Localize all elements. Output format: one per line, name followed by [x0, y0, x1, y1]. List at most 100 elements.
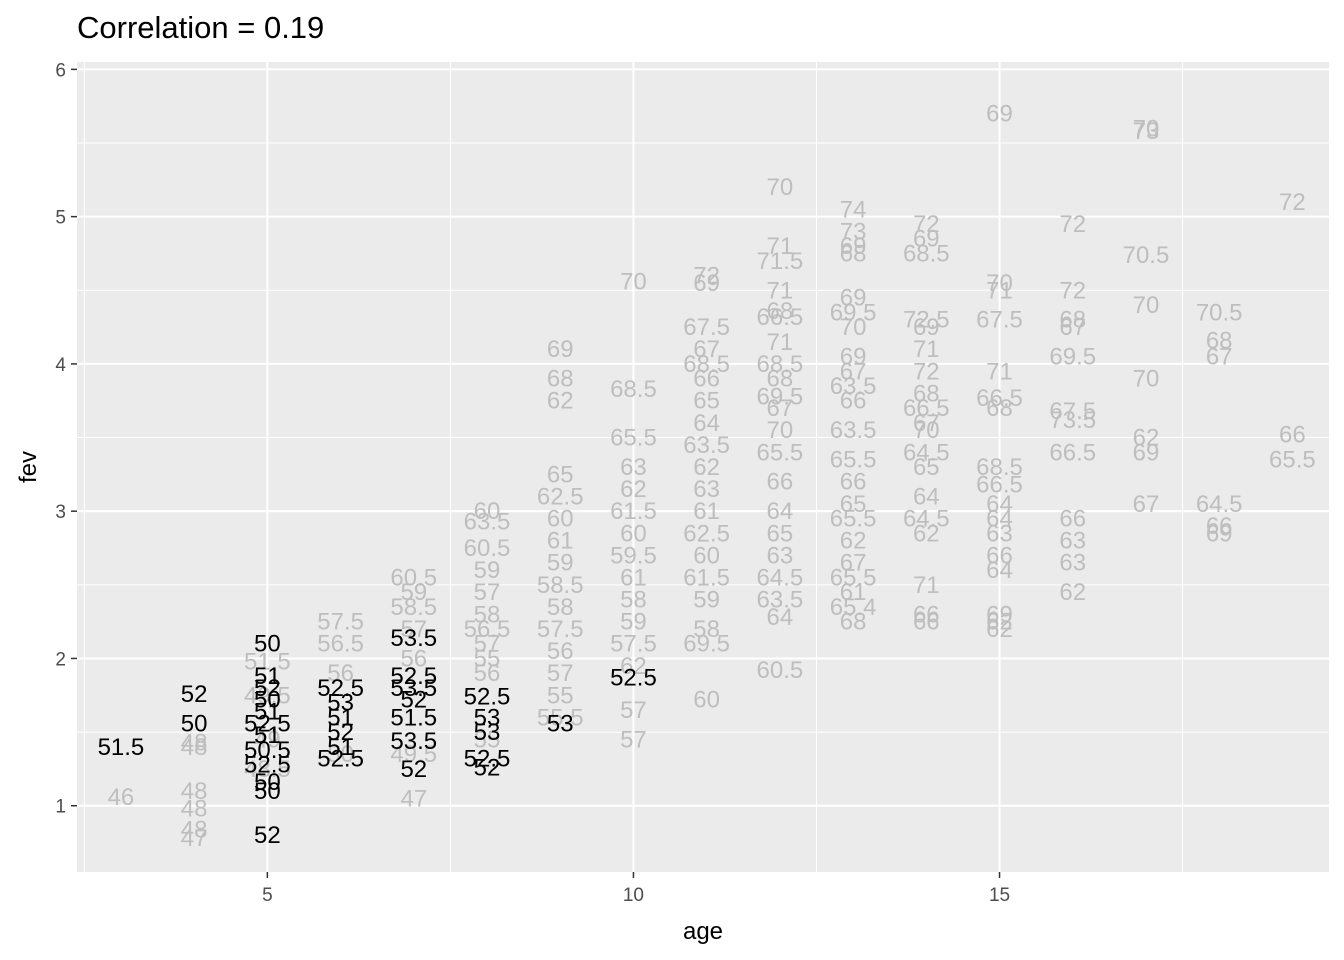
- highlighted-point-label: 52.5: [610, 665, 657, 692]
- data-point-label: 69: [913, 314, 940, 341]
- data-point-label: 64.5: [903, 506, 950, 533]
- data-point-label: 68: [1206, 327, 1233, 354]
- highlighted-point-label: 51: [254, 663, 281, 690]
- y-tick-label: 3: [55, 502, 66, 523]
- data-point-label: 68.5: [757, 351, 804, 378]
- data-point-label: 56: [400, 645, 427, 672]
- data-point-label: 62: [693, 454, 720, 481]
- data-point-label: 67: [1059, 314, 1086, 341]
- highlighted-point-label: 53: [547, 710, 574, 737]
- data-point-label: 66: [693, 366, 720, 393]
- data-point-label: 62: [1133, 425, 1160, 452]
- data-point-label: 64: [913, 483, 940, 510]
- data-point-label: 58: [620, 587, 647, 614]
- data-point-label: 66.5: [976, 472, 1023, 499]
- data-point-label: 68: [986, 395, 1013, 422]
- data-point-label: 60: [693, 542, 720, 569]
- data-point-label: 68: [840, 609, 867, 636]
- highlighted-point-label: 52.5: [317, 746, 364, 773]
- data-point-label: 68: [840, 240, 867, 267]
- data-point-label: 68: [767, 298, 794, 325]
- highlighted-point-label: 53: [474, 704, 501, 731]
- highlighted-point-label: 52.5: [464, 746, 511, 773]
- data-point-label: 66: [913, 601, 940, 628]
- data-point-label: 68.5: [683, 351, 730, 378]
- data-point-label: 57: [400, 616, 427, 643]
- data-point-label: 50: [327, 741, 354, 768]
- major-grid: [77, 62, 1329, 872]
- data-point-label: 63: [1059, 550, 1086, 577]
- highlighted-point-label: 50.5: [244, 737, 291, 764]
- data-point-label: 69: [913, 226, 940, 253]
- highlighted-point-label: 52: [400, 756, 427, 783]
- highlighted-point-label: 51: [327, 734, 354, 761]
- data-point-label: 64: [693, 410, 720, 437]
- data-point-label: 70: [1133, 292, 1160, 319]
- data-point-label: 68: [767, 366, 794, 393]
- x-tick-label: 5: [262, 885, 273, 906]
- highlighted-point-label: 53.5: [390, 728, 437, 755]
- data-point-label: 65.5: [830, 447, 877, 474]
- data-point-label: 70.5: [1196, 299, 1243, 326]
- highlighted-point-label: 51.5: [390, 704, 437, 731]
- data-point-label: 69: [1206, 520, 1233, 547]
- data-point-label: 69: [1133, 439, 1160, 466]
- data-point-label: 65: [547, 461, 574, 488]
- data-point-label: 69: [840, 344, 867, 371]
- highlighted-point-label: 50: [181, 710, 208, 737]
- data-point-label: 64: [767, 498, 794, 525]
- data-point-label: 57: [474, 631, 501, 658]
- data-point-label: 56.5: [464, 616, 511, 643]
- data-point-label: 67.5: [683, 314, 730, 341]
- data-point-label: 61: [620, 564, 647, 591]
- data-point-label: 57: [474, 579, 501, 606]
- data-point-label: 61: [693, 498, 720, 525]
- data-point-label: 69: [840, 233, 867, 260]
- data-point-label: 66.5: [976, 385, 1023, 412]
- data-point-label: 62: [913, 520, 940, 547]
- data-point-label: 67: [693, 336, 720, 363]
- data-point-label: 64.5: [1196, 491, 1243, 518]
- data-point-label: 69.5: [757, 383, 804, 410]
- data-point-label: 60: [693, 687, 720, 714]
- data-point-label: 49: [254, 726, 281, 753]
- data-point-label: 64: [986, 557, 1013, 584]
- data-point-label: 62: [1059, 579, 1086, 606]
- data-point-label: 57.5: [317, 609, 364, 636]
- data-point-label: 67: [840, 358, 867, 385]
- data-point-label: 62: [620, 653, 647, 680]
- data-point-label: 72.5: [903, 307, 950, 334]
- highlighted-point-label: 53: [327, 690, 354, 717]
- highlighted-point-label: 50: [254, 769, 281, 796]
- highlighted-point-label: 53.5: [390, 675, 437, 702]
- data-point-label: 71: [913, 336, 940, 363]
- data-point-label: 68.5: [903, 240, 950, 267]
- y-tick-label: 6: [55, 60, 66, 81]
- data-point-label: 49.5: [244, 682, 291, 709]
- data-point-label: 68.5: [610, 376, 657, 403]
- background-points: 4648484848484751.549.54948.557.556.55650…: [108, 101, 1316, 853]
- data-point-label: 58.5: [390, 594, 437, 621]
- highlighted-point-label: 52.5: [464, 684, 511, 711]
- data-point-label: 71.5: [757, 248, 804, 275]
- data-point-label: 55: [547, 682, 574, 709]
- data-point-label: 66.5: [903, 395, 950, 422]
- data-point-label: 69: [547, 336, 574, 363]
- data-point-label: 72: [693, 263, 720, 290]
- data-point-label: 60: [620, 520, 647, 547]
- data-point-label: 62.5: [537, 483, 584, 510]
- data-point-label: 55.5: [537, 704, 584, 731]
- highlighted-point-label: 52.5: [317, 675, 364, 702]
- data-point-label: 69.5: [683, 631, 730, 658]
- data-point-label: 72: [1279, 189, 1306, 216]
- data-point-label: 65.5: [830, 506, 877, 533]
- data-point-label: 71: [986, 358, 1013, 385]
- data-point-label: 55: [474, 726, 501, 753]
- data-point-label: 67: [1206, 344, 1233, 371]
- data-point-label: 57.5: [610, 631, 657, 658]
- highlighted-points: 51.55250505152505152.55150.552.550505252…: [98, 625, 657, 849]
- data-point-label: 71: [767, 329, 794, 356]
- data-point-label: 56: [547, 638, 574, 665]
